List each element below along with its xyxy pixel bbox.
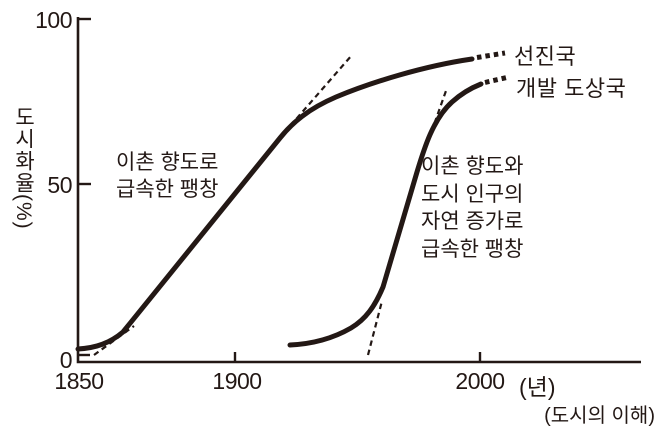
source-citation: (도시의 이해) — [544, 405, 655, 427]
developed-annotation-line2: 급속한 팽창 — [116, 178, 219, 201]
developing-annotation-line2: 도시 인구의 — [421, 182, 524, 206]
developed-curve-label: 선진국 — [514, 44, 577, 69]
tangent-guide-developed-takeoff — [93, 325, 135, 356]
developing-curve — [287, 81, 484, 348]
developed-curve-dotted-end — [476, 50, 506, 60]
developing-annotation-line1: 이촌 향도와 — [421, 155, 524, 178]
axes — [76, 17, 641, 364]
developed-annotation: 이촌 향도로 급속한 팽창 — [116, 149, 218, 203]
developing-curve-dotted-end — [484, 74, 510, 85]
x-tick-label-2000: 2000 — [455, 368, 505, 394]
x-tick-label-1850: 1850 — [54, 368, 104, 394]
x-axis-unit: (년) — [519, 374, 556, 400]
developed-annotation-line1: 이촌 향도로 — [116, 151, 219, 174]
developing-annotation: 이촌 향도와 도시 인구의 자연 증가로 급속한 팽창 — [421, 153, 523, 263]
y-axis-title: 도시화율(%) — [12, 106, 35, 230]
y-tick-label-100: 100 — [35, 7, 72, 33]
x-tick-label-1900: 1900 — [212, 368, 262, 394]
developed-curve — [75, 56, 475, 352]
y-tick-label-50: 50 — [47, 172, 72, 198]
y-tick-label-0: 0 — [59, 347, 73, 373]
developing-annotation-line3: 자연 증가로 — [421, 210, 524, 233]
developing-annotation-line4: 급속한 팽창 — [421, 237, 524, 261]
developing-curve-label: 개발 도상국 — [516, 76, 627, 101]
tangent-guide-developed-inflection — [283, 54, 353, 134]
